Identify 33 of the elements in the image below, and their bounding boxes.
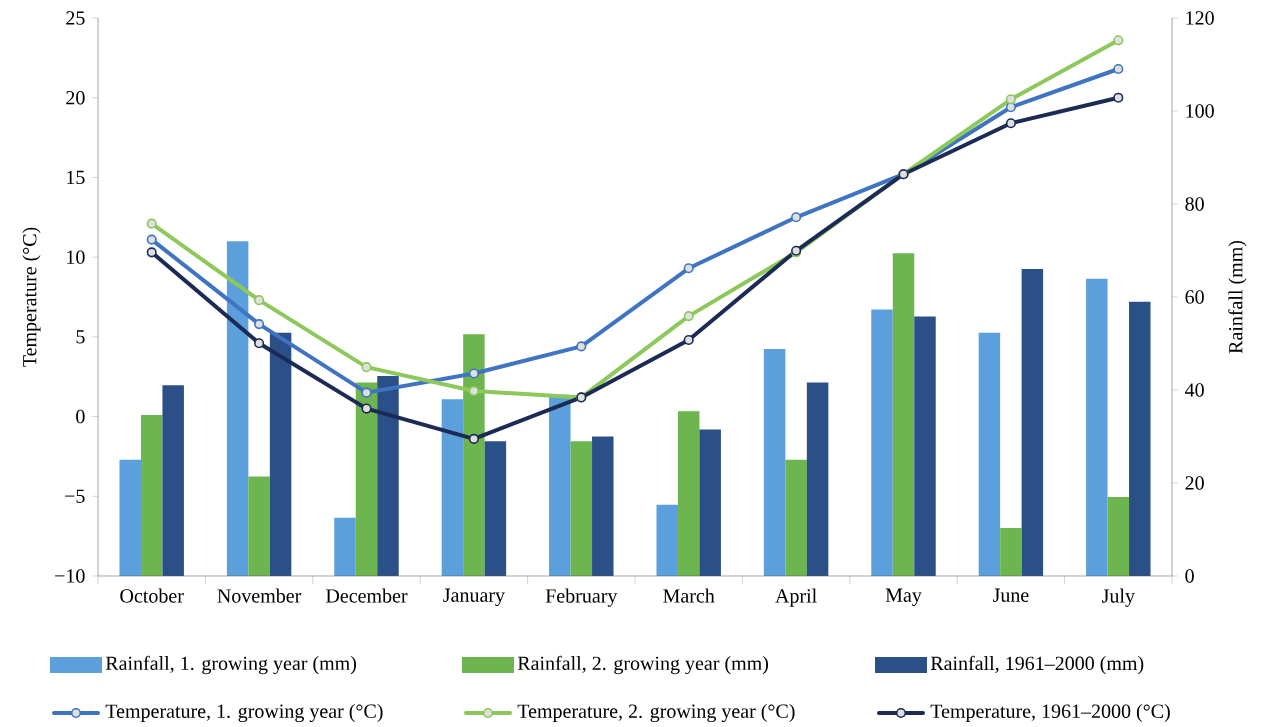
x-tick-label: January — [443, 588, 505, 607]
legend-label: Temperature, 1. growing year (°C) — [105, 703, 383, 723]
y2-tick-label: 20 — [1185, 476, 1204, 490]
y2-tick-label: 0 — [1185, 569, 1194, 583]
y2-tick-label: 100 — [1186, 104, 1214, 118]
x-tick-label: July — [1102, 588, 1135, 607]
y-tick-label: 5 — [76, 330, 85, 344]
y-tick-label: 15 — [67, 170, 85, 185]
y-tick-label: 25 — [66, 11, 85, 25]
legend-label: Temperature, 1961–2000 (°C) — [930, 703, 1170, 723]
legend-label: Rainfall, 1961–2000 (mm) — [930, 655, 1144, 675]
x-tick-label: April — [775, 588, 817, 607]
y-tick-label: 0 — [76, 409, 85, 424]
x-tick-label: November — [217, 588, 302, 603]
y2-tick-label: 120 — [1186, 11, 1214, 25]
legend-label: Rainfall, 1. growing year (mm) — [105, 655, 357, 675]
y2-tick-label: 60 — [1185, 290, 1204, 304]
legend-label: Temperature, 2. growing year (°C) — [517, 703, 795, 723]
y-axis-title: Temperature (°C) — [22, 227, 41, 367]
y2-axis-title: Rainfall (mm) — [1228, 240, 1247, 354]
legend-label: Rainfall, 2. growing year (mm) — [517, 655, 768, 675]
x-tick-label: June — [992, 588, 1029, 602]
x-tick-label: December — [326, 588, 408, 603]
y-tick-label: 20 — [66, 90, 85, 105]
y-tick-label: −10 — [55, 569, 85, 583]
x-tick-label: May — [885, 588, 922, 607]
x-tick-label: October — [120, 588, 184, 603]
y2-tick-label: 40 — [1185, 383, 1204, 397]
y2-tick-label: 80 — [1185, 197, 1204, 211]
y-tick-label: −5 — [65, 489, 85, 503]
x-tick-label: March — [663, 588, 715, 603]
x-tick-label: February — [545, 588, 618, 607]
y-tick-label: 10 — [67, 250, 85, 264]
